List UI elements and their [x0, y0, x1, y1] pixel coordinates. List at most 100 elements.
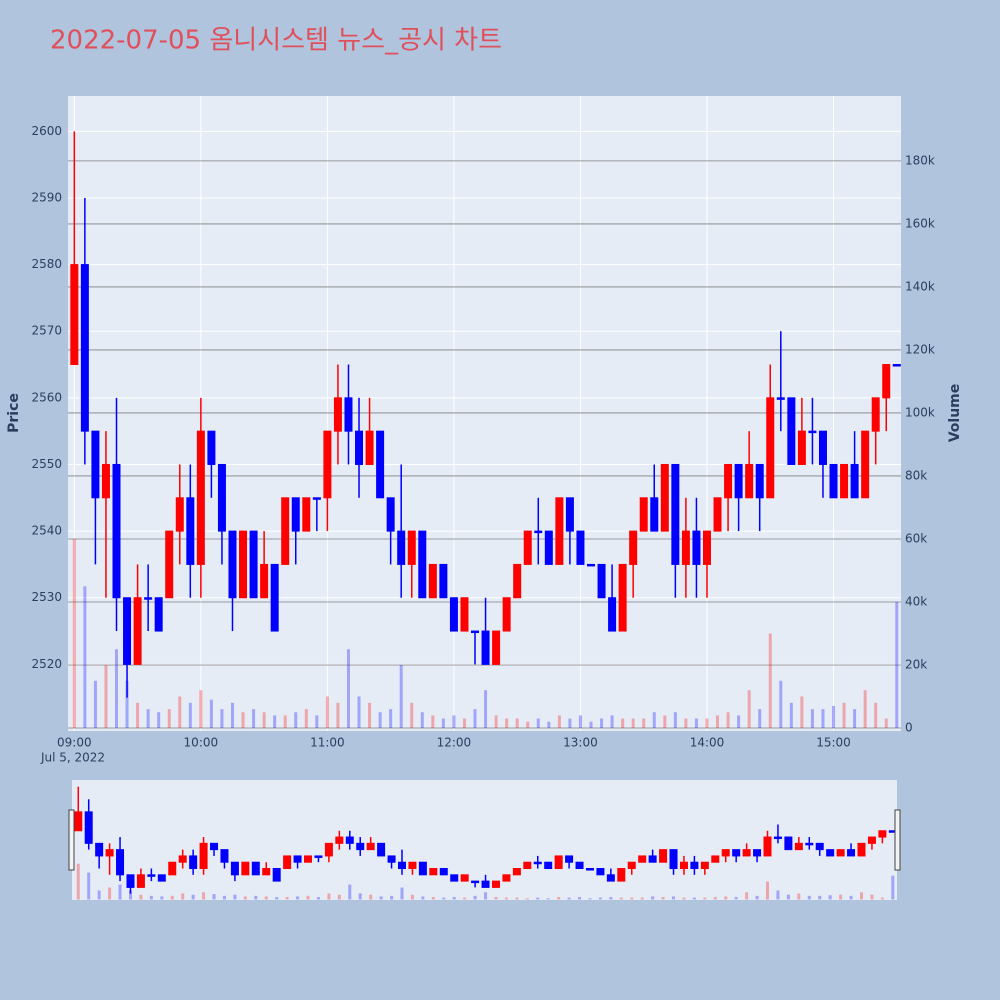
- candle-body: [429, 868, 438, 876]
- volume-bar: [202, 892, 206, 900]
- candle-body: [565, 497, 574, 532]
- candle-body: [766, 397, 775, 499]
- y2-tick-label: 80k: [905, 468, 927, 482]
- volume-bar: [431, 897, 435, 900]
- candle-body: [157, 874, 166, 882]
- candle-body: [533, 861, 542, 865]
- volume-bar: [452, 715, 456, 729]
- volume-bar: [463, 897, 467, 900]
- candle-body: [711, 855, 720, 863]
- candle-body: [523, 861, 532, 870]
- volume-bar: [598, 897, 602, 900]
- candle-body: [502, 874, 511, 882]
- candle-body: [702, 530, 711, 565]
- volume-bar: [884, 718, 888, 729]
- y-tick-label: 2590: [31, 190, 62, 204]
- candle-body: [220, 849, 229, 863]
- volume-bar: [275, 897, 279, 900]
- candle-body: [126, 874, 135, 888]
- candle-body: [818, 430, 827, 465]
- volume-bar: [191, 894, 195, 900]
- volume-bar: [294, 712, 298, 729]
- candle-body: [314, 855, 323, 858]
- candle-body: [878, 830, 887, 838]
- volume-bar: [484, 690, 488, 729]
- candle-body: [144, 597, 153, 600]
- volume-bar: [536, 897, 540, 900]
- volume-bar: [776, 890, 780, 900]
- volume-bar: [684, 718, 688, 729]
- volume-bar: [125, 680, 129, 729]
- candle-body: [260, 563, 269, 599]
- candle-body: [629, 530, 638, 565]
- candle-body: [471, 630, 480, 634]
- volume-bar: [621, 718, 625, 729]
- volume-bar: [779, 680, 783, 729]
- volume-bar: [818, 895, 822, 900]
- candle-body: [732, 849, 741, 857]
- volume-bar: [863, 690, 867, 729]
- slider-handle[interactable]: [894, 809, 901, 871]
- volume-bar: [399, 664, 403, 729]
- candle-body: [101, 463, 110, 499]
- volume-bar: [557, 715, 561, 729]
- volume-bar: [849, 895, 853, 900]
- volume-bar: [389, 709, 393, 729]
- candle-body: [175, 497, 184, 532]
- y2-tick-label: 100k: [905, 405, 935, 419]
- candle-body: [366, 842, 375, 851]
- candle-body: [773, 836, 782, 840]
- volume-bar: [104, 664, 108, 729]
- candle-body: [840, 463, 849, 499]
- volume-bar: [600, 718, 604, 729]
- y-tick-label: 2550: [31, 457, 62, 471]
- candle-body: [196, 430, 205, 565]
- candle-body: [523, 530, 532, 565]
- range-slider[interactable]: [72, 780, 897, 900]
- y-tick-label: 2570: [31, 324, 62, 338]
- volume-bar: [578, 715, 582, 729]
- candle-body: [794, 842, 803, 851]
- volume-bar: [83, 586, 87, 729]
- volume-bar: [199, 690, 203, 729]
- candle-body: [555, 497, 564, 565]
- volume-bar: [870, 894, 874, 900]
- volume-bar: [631, 718, 635, 729]
- volume-bar: [642, 718, 646, 729]
- candle-body: [345, 836, 354, 844]
- candle-body: [585, 868, 594, 871]
- volume-bar: [494, 715, 498, 729]
- candle-body: [471, 880, 480, 884]
- candle-body: [481, 630, 490, 665]
- candle-body: [84, 811, 93, 844]
- volume-bar: [157, 712, 161, 729]
- candle-body: [210, 842, 219, 851]
- volume-bar: [874, 702, 878, 729]
- candle-body: [742, 849, 751, 857]
- volume-bar: [526, 721, 530, 729]
- volume-bar: [390, 895, 394, 900]
- candle-body: [713, 497, 722, 532]
- candle-body: [638, 855, 647, 863]
- candle-body: [439, 868, 448, 876]
- candle-body: [251, 861, 260, 876]
- candle-body: [660, 463, 669, 532]
- candle-body: [596, 868, 605, 876]
- volume-bar: [828, 895, 832, 900]
- x-tick-label: 10:00: [184, 736, 219, 750]
- candle-body: [502, 597, 511, 632]
- x-tick-label: 13:00: [563, 736, 598, 750]
- candle-body: [554, 855, 563, 870]
- candle-body: [763, 836, 772, 857]
- slider-handle[interactable]: [68, 809, 75, 871]
- volume-bar: [160, 896, 164, 900]
- candle-body: [681, 530, 690, 565]
- volume-bar: [462, 718, 466, 729]
- volume-bar: [441, 718, 445, 729]
- volume-bar: [842, 702, 846, 729]
- volume-bar: [473, 709, 477, 729]
- candle-body: [356, 842, 365, 851]
- candle-body: [836, 849, 845, 857]
- candle-body: [418, 530, 427, 599]
- x-tick-label: 12:00: [437, 736, 472, 750]
